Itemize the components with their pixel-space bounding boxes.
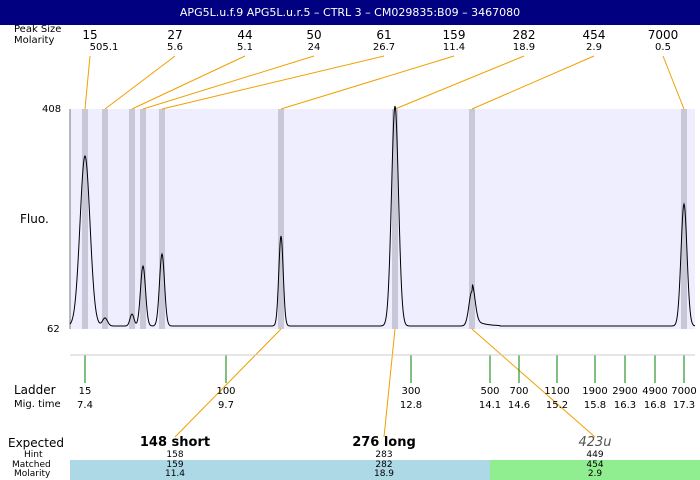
expected-label-short: 148 short — [139, 435, 211, 450]
hint-value: 158 — [166, 450, 184, 460]
peak-band — [102, 109, 108, 329]
peak-size-label: 454 — [582, 28, 606, 42]
y-axis-min-label: 62 — [47, 324, 60, 335]
expected-row-label: Expected — [8, 436, 64, 450]
ladder-size-label: 1100 — [544, 386, 570, 397]
peak-band — [278, 109, 284, 329]
peak-molarity-label: 5.6 — [167, 42, 183, 53]
ladder-time-label: 7.4 — [77, 400, 93, 411]
ladder-time-label: 15.2 — [545, 400, 569, 411]
peak-size-label: 61 — [376, 28, 392, 42]
window-title: APG5L.u.f.9 APG5L.u.r.5 – CTRL 3 – CM029… — [0, 0, 700, 25]
peak-molarity-label: 505.1 — [89, 42, 119, 53]
expected-leader-line — [383, 328, 396, 438]
matched-value: 454 — [586, 460, 604, 470]
ladder-size-label: 4900 — [642, 386, 668, 397]
matched-bar-green — [490, 460, 700, 480]
ladder-size-label: 300 — [401, 386, 421, 397]
plot-area — [70, 109, 695, 329]
peak-leader-line — [394, 55, 525, 110]
matched-molarity-value: 2.9 — [587, 469, 603, 479]
peak-size-label: 27 — [167, 28, 183, 42]
y-axis-max-label: 408 — [42, 104, 62, 115]
matched-molarity-value: 11.4 — [164, 469, 186, 479]
peak-band — [82, 109, 88, 329]
peak-size-label: 50 — [306, 28, 322, 42]
peak-leader-line — [161, 55, 385, 110]
matched-value: 282 — [375, 460, 393, 470]
matched-bar-blue — [70, 460, 490, 480]
peak-size-label: 15 — [82, 28, 98, 42]
matched-value: 159 — [166, 460, 184, 470]
ladder-time-label: 16.3 — [613, 400, 637, 411]
peak-leader-line — [662, 55, 685, 110]
peak-leader-line — [142, 55, 315, 110]
peak-molarity-label: 18.9 — [512, 42, 536, 53]
peak-molarity-label: 26.7 — [372, 42, 396, 53]
ladder-size-label: 7000 — [671, 386, 697, 397]
fluo-axis-label: Fluo. — [20, 212, 49, 226]
ladder-time-label: 17.3 — [672, 400, 696, 411]
hint-row-label: Hint — [24, 450, 43, 460]
peak-size-label: 282 — [512, 28, 536, 42]
ladder-time-label: 15.8 — [583, 400, 607, 411]
hint-value: 449 — [586, 450, 604, 460]
peak-size-label: 44 — [237, 28, 253, 42]
peak-band — [159, 109, 165, 329]
ladder-time-label: 12.8 — [399, 400, 423, 411]
peak-band — [140, 109, 146, 329]
peak-molarity-label: 0.5 — [655, 42, 671, 53]
ladder-row-label: Ladder — [14, 383, 56, 397]
matched-molarity-value: 18.9 — [373, 469, 395, 479]
expected-leader-line — [471, 328, 596, 438]
ladder-size-label: 500 — [480, 386, 500, 397]
ladder-time-label: 14.6 — [507, 400, 531, 411]
ladder-size-label: 2900 — [612, 386, 638, 397]
hint-value: 283 — [375, 450, 393, 460]
peak-molarity-label: 24 — [307, 42, 321, 53]
peak-molarity-label: 2.9 — [586, 42, 602, 53]
ladder-time-label: 14.1 — [478, 400, 502, 411]
peak-molarity-label: 5.1 — [237, 42, 253, 53]
ladder-time-label: 16.8 — [643, 400, 667, 411]
peak-leader-line — [131, 55, 246, 110]
fluorescence-trace — [69, 105, 696, 327]
peak-band — [469, 109, 475, 329]
ladder-size-label: 700 — [509, 386, 529, 397]
peak-band — [129, 109, 135, 329]
molarity-row-label: Molarity — [14, 35, 55, 46]
peak-band — [392, 109, 398, 329]
expected-label-long: 276 long — [352, 435, 416, 450]
peak-leader-line — [104, 55, 176, 110]
peak-leader-line — [471, 55, 595, 110]
ladder-size-label: 1900 — [582, 386, 608, 397]
peak-size-label: 159 — [442, 28, 466, 42]
molarity-bottom-row-label: Molarity — [14, 469, 51, 479]
peak-size-row-label: Peak Size — [14, 24, 62, 35]
peak-molarity-label: 11.4 — [442, 42, 466, 53]
ladder-time-label: 9.7 — [218, 400, 234, 411]
peak-size-label: 7000 — [647, 28, 679, 42]
peak-leader-line — [84, 55, 91, 110]
expected-label-u: 423u — [578, 435, 612, 450]
mig-time-row-label: Mig. time — [14, 399, 61, 410]
peak-band — [681, 109, 687, 329]
expected-leader-line — [174, 328, 282, 438]
ladder-size-label: 15 — [78, 386, 92, 397]
ladder-size-label: 100 — [216, 386, 236, 397]
matched-row-label: Matched — [12, 460, 51, 470]
peak-leader-line — [280, 55, 455, 110]
